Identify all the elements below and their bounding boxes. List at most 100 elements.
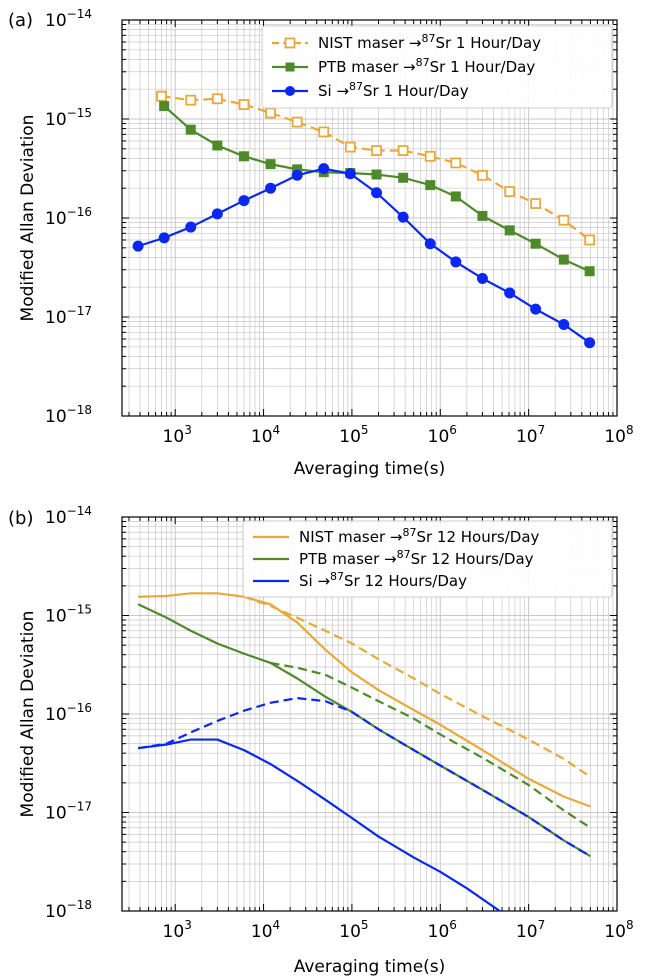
y-tick-label: 10−15 <box>45 603 92 627</box>
x-tick-label: 106 <box>428 918 457 942</box>
data-point <box>371 145 382 156</box>
plot-frame <box>121 516 618 912</box>
x-axis-label: Averaging time(s) <box>294 957 446 977</box>
data-point <box>212 140 223 151</box>
x-tick-label: 106 <box>428 423 457 447</box>
data-point <box>397 211 409 223</box>
legend-entry: Si →87Sr 12 Hours/Day <box>299 570 467 590</box>
legend-marker <box>285 86 295 96</box>
data-point <box>425 180 436 191</box>
data-point <box>477 169 488 181</box>
data-point <box>398 172 409 183</box>
chart-panel-a: 103 104 105 106 107 108 10−18 10−17 10−16 10−15 10… <box>8 7 634 479</box>
data-point <box>530 238 541 249</box>
y-tick-label: 10−16 <box>45 701 92 725</box>
series-4 <box>137 738 501 911</box>
x-tick-label: 104 <box>251 423 280 447</box>
series-1 <box>243 595 592 778</box>
data-point <box>185 221 197 233</box>
y-tick-label: 10−18 <box>45 898 92 922</box>
data-point <box>450 191 461 202</box>
data-point <box>344 168 356 180</box>
data-point <box>238 151 249 162</box>
data-point <box>530 303 542 315</box>
data-point <box>424 150 436 162</box>
y-tick-label: 10−18 <box>45 403 92 427</box>
series-0 <box>138 592 591 808</box>
series-line <box>137 603 591 858</box>
x-tick-label: 104 <box>251 918 280 942</box>
data-point <box>504 225 515 236</box>
chart-panel-b: 103 104 105 106 107 108 10−18 10−17 10−16 10−15 10… <box>8 504 634 977</box>
series-2 <box>137 603 591 858</box>
legend-entry: Si →87Sr 1 Hour/Day <box>318 80 469 100</box>
x-tick-label: 103 <box>163 423 192 447</box>
y-tick-label: 10−14 <box>45 7 92 31</box>
data-point <box>504 186 516 197</box>
data-point <box>397 145 409 156</box>
data-point <box>158 232 170 244</box>
y-tick-label: 10−17 <box>45 304 92 328</box>
plot-area <box>137 592 592 911</box>
data-point <box>238 195 250 207</box>
data-point <box>132 240 144 252</box>
data-point <box>291 169 303 181</box>
legend: NIST maser →87Sr 1 Hour/Day PTB maser →87… <box>261 25 613 109</box>
legend-entry: PTB maser →87Sr 1 Hour/Day <box>318 56 535 76</box>
series-line <box>138 592 591 808</box>
data-point <box>211 208 223 220</box>
data-point <box>159 101 170 112</box>
legend-entry: PTB maser →87Sr 12 Hours/Day <box>299 548 534 568</box>
data-point <box>424 238 436 250</box>
legend-marker <box>285 62 295 72</box>
data-point <box>477 210 488 221</box>
data-point <box>584 337 596 349</box>
panel-label: (a) <box>8 10 33 31</box>
series-line <box>270 661 592 829</box>
legend-box <box>261 25 613 109</box>
data-point <box>558 318 570 330</box>
data-point <box>265 159 276 170</box>
data-point <box>318 163 330 175</box>
y-tick-label: 10−17 <box>45 800 92 824</box>
y-tick-label: 10−15 <box>45 106 92 130</box>
data-point <box>504 287 516 299</box>
data-point <box>211 93 223 105</box>
x-tick-label: 107 <box>516 918 545 942</box>
legend-marker <box>284 37 296 49</box>
data-point <box>530 198 542 209</box>
y-axis-label: Modified Allan Deviation <box>18 611 38 818</box>
data-point <box>450 256 462 268</box>
data-point <box>185 94 197 106</box>
data-point <box>265 182 277 194</box>
data-point <box>476 272 488 284</box>
data-point <box>318 126 330 138</box>
series-line <box>243 595 592 778</box>
data-point <box>265 107 276 119</box>
legend-box <box>242 520 613 598</box>
x-tick-label: 103 <box>163 918 192 942</box>
data-point <box>291 116 303 128</box>
x-tick-label: 105 <box>339 423 368 447</box>
data-point <box>238 99 250 110</box>
series-line <box>137 697 591 858</box>
data-point <box>185 124 196 135</box>
series-2 <box>132 163 596 349</box>
legend-entry: NIST maser →87Sr 12 Hours/Day <box>299 526 540 546</box>
series-line <box>137 738 501 911</box>
data-point <box>558 254 569 265</box>
data-point <box>156 90 167 102</box>
data-point <box>344 141 356 153</box>
x-tick-label: 108 <box>604 918 633 942</box>
legend-entry: NIST maser →87Sr 1 Hour/Day <box>318 32 541 52</box>
x-axis-label: Averaging time(s) <box>294 459 446 479</box>
plot-area <box>132 90 596 349</box>
series-5 <box>137 697 591 858</box>
y-axis-label: Modified Allan Deviation <box>18 115 38 322</box>
data-point <box>584 266 595 277</box>
series-3 <box>270 661 592 829</box>
data-point <box>450 157 462 169</box>
plot-frame <box>121 19 618 417</box>
